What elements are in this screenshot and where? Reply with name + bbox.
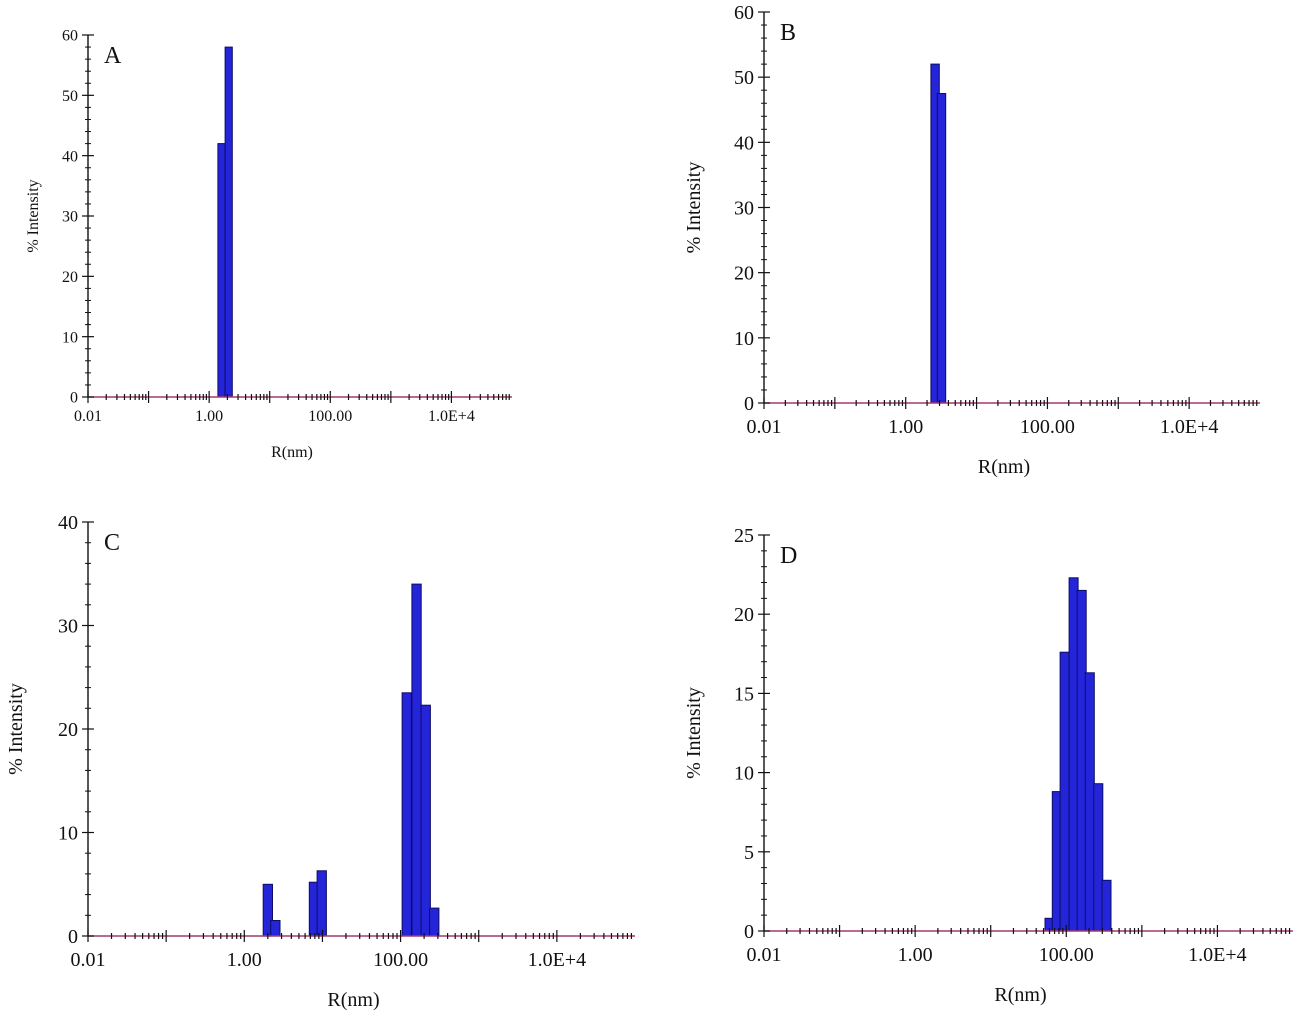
y-tick-label: 0 bbox=[70, 390, 78, 407]
bar bbox=[1101, 879, 1112, 932]
bar bbox=[936, 93, 947, 404]
y-tick-label: 40 bbox=[734, 132, 754, 154]
bar bbox=[411, 583, 422, 937]
y-axis-label: % Intensity bbox=[683, 687, 705, 779]
y-tick-label: 10 bbox=[58, 823, 78, 845]
x-axis-label: R(nm) bbox=[994, 984, 1046, 1006]
y-tick-label: 30 bbox=[734, 198, 754, 220]
y-tick-label: 20 bbox=[734, 604, 754, 626]
x-tick-label: 1.0E+4 bbox=[1160, 416, 1219, 438]
panel-label: D bbox=[780, 543, 797, 569]
y-axis-label: % Intensity bbox=[5, 683, 27, 775]
x-tick-label: 1.0E+4 bbox=[1188, 944, 1247, 966]
y-tick-label: 50 bbox=[62, 88, 78, 105]
bar bbox=[429, 907, 440, 937]
x-tick-label: 1.0E+4 bbox=[428, 408, 475, 425]
x-tick-label: 0.01 bbox=[747, 416, 782, 438]
x-tick-label: 0.01 bbox=[747, 944, 782, 966]
y-tick-label: 0 bbox=[68, 926, 78, 948]
y-tick-label: 20 bbox=[62, 269, 78, 286]
y-axis-label: % Intensity bbox=[683, 162, 705, 254]
x-tick-label: 1.0E+4 bbox=[528, 949, 587, 971]
y-tick-label: 0 bbox=[744, 921, 754, 943]
y-tick-label: 40 bbox=[58, 512, 78, 534]
y-tick-label: 10 bbox=[734, 328, 754, 350]
bar bbox=[420, 704, 431, 937]
x-tick-label: 1.00 bbox=[195, 408, 223, 425]
y-tick-label: 50 bbox=[734, 67, 754, 89]
y-tick-label: 20 bbox=[734, 263, 754, 285]
bar bbox=[1084, 672, 1095, 932]
x-tick-label: 100.00 bbox=[1020, 416, 1075, 438]
x-tick-label: 1.00 bbox=[227, 949, 262, 971]
panel-d: 0 5 10 15 20 25 0.01 1.00 100.00 1.0E+4 R(nm) % Int… bbox=[683, 525, 1293, 1006]
x-tick-label: 100.00 bbox=[308, 408, 352, 425]
panel-label: C bbox=[104, 530, 120, 556]
y-tick-label: 40 bbox=[62, 148, 78, 165]
y-tick-label: 10 bbox=[62, 329, 78, 346]
x-axis-label: R(nm) bbox=[978, 456, 1030, 478]
y-tick-label: 60 bbox=[734, 2, 754, 24]
x-axis-label: R(nm) bbox=[271, 444, 313, 461]
bar bbox=[1059, 651, 1070, 932]
y-tick-label: 15 bbox=[734, 683, 754, 705]
y-tick-label: 5 bbox=[744, 842, 754, 864]
y-tick-label: 10 bbox=[734, 763, 754, 785]
x-tick-label: 100.00 bbox=[1039, 944, 1094, 966]
y-tick-label: 25 bbox=[734, 525, 754, 547]
bar bbox=[316, 870, 327, 937]
x-tick-label: 100.00 bbox=[373, 949, 428, 971]
bar bbox=[1093, 783, 1104, 932]
y-tick-label: 30 bbox=[58, 616, 78, 638]
panel-b: 0 10 20 30 40 50 60 0.01 1.00 100.00 1.0E+4 R(nm) % … bbox=[683, 2, 1260, 478]
y-tick-label: 30 bbox=[62, 209, 78, 226]
panel-label: A bbox=[104, 43, 122, 69]
panel-a: 0 10 20 30 40 50 60 0.01 1.00 100.00 1.0E+4 R(nm) % … bbox=[25, 28, 512, 461]
x-tick-label: 1.00 bbox=[888, 416, 923, 438]
bar bbox=[224, 46, 233, 398]
x-axis-label: R(nm) bbox=[327, 989, 379, 1011]
bar bbox=[401, 692, 412, 937]
panel-c: 0 10 20 30 40 0.01 1.00 100.00 1.0E+4 R(nm) % Inte… bbox=[5, 512, 635, 1011]
y-tick-label: 0 bbox=[744, 393, 754, 415]
panel-label: B bbox=[780, 20, 796, 46]
x-tick-label: 0.01 bbox=[71, 949, 106, 971]
y-tick-label: 20 bbox=[58, 719, 78, 741]
bar bbox=[270, 920, 281, 937]
bar bbox=[217, 143, 226, 398]
y-tick-label: 60 bbox=[62, 28, 78, 45]
y-axis-label: % Intensity bbox=[25, 179, 42, 252]
x-tick-label: 0.01 bbox=[74, 408, 102, 425]
x-tick-label: 1.00 bbox=[898, 944, 933, 966]
